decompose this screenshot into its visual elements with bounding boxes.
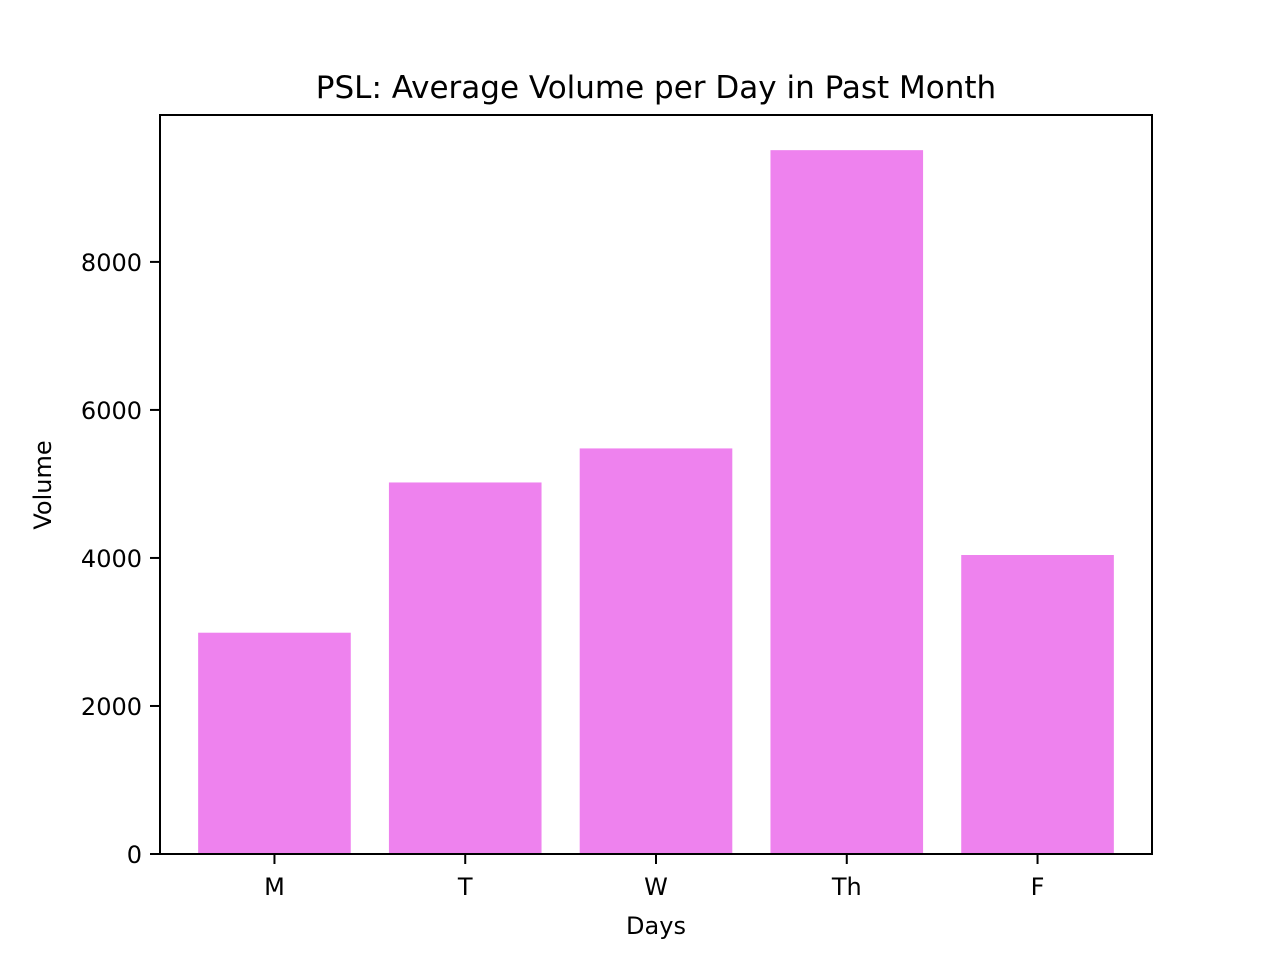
chart-title: PSL: Average Volume per Day in Past Mont… bbox=[316, 70, 996, 106]
bar-f bbox=[961, 555, 1114, 854]
y-tick-label: 6000 bbox=[81, 397, 142, 425]
y-tick-label: 4000 bbox=[81, 545, 142, 573]
y-tick-label: 0 bbox=[127, 841, 142, 869]
bar-th bbox=[770, 150, 924, 854]
x-tick-label: Th bbox=[831, 873, 862, 901]
y-axis-label: Volume bbox=[29, 440, 57, 529]
plot-frame bbox=[159, 114, 1153, 855]
y-ticks-group: 0 2000 4000 6000 8000 bbox=[81, 249, 160, 869]
y-tick-label: 2000 bbox=[81, 693, 142, 721]
bars-group bbox=[198, 150, 1114, 854]
x-tick-label: T bbox=[457, 873, 473, 901]
x-tick-label: M bbox=[264, 873, 285, 901]
bar-m bbox=[198, 632, 351, 854]
y-tick-label: 8000 bbox=[81, 249, 142, 277]
x-tick-label: W bbox=[644, 873, 668, 901]
x-axis-label: Days bbox=[626, 912, 686, 940]
x-tick-label: F bbox=[1031, 873, 1045, 901]
x-ticks-group: M T W Th F bbox=[264, 854, 1044, 901]
bar-w bbox=[579, 448, 733, 854]
bar-t bbox=[388, 482, 542, 854]
